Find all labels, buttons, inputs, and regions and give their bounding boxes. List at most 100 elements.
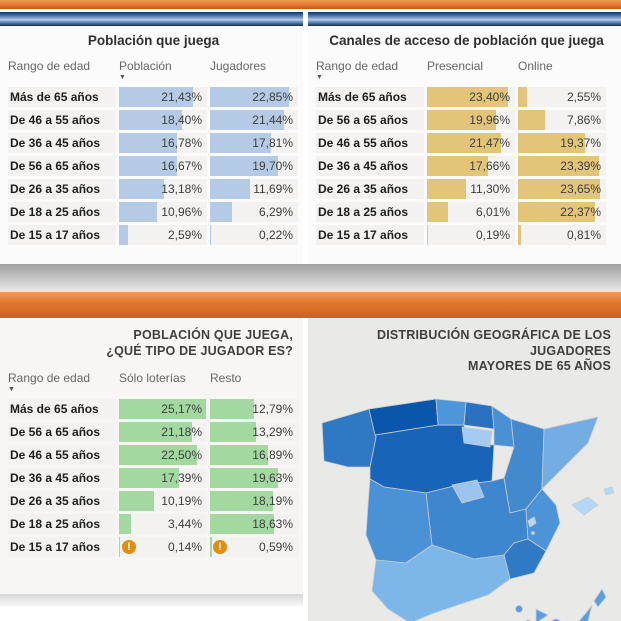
- column-header[interactable]: Rango de edad ▼: [316, 55, 424, 81]
- column-header[interactable]: Presencial: [427, 59, 484, 73]
- column-header[interactable]: Jugadores: [210, 59, 267, 73]
- row-label[interactable]: De 18 a 25 años: [8, 514, 116, 535]
- row-label[interactable]: De 26 a 35 años: [316, 179, 424, 199]
- data-bar-cell[interactable]: 25,17%: [119, 399, 207, 420]
- data-bar-cell[interactable]: 21,44%: [210, 110, 298, 130]
- data-bar-cell[interactable]: 18,19%: [210, 491, 298, 512]
- row-label[interactable]: De 36 a 45 años: [8, 468, 116, 489]
- map-region-canarias[interactable]: [593, 588, 607, 608]
- map-region-andalucia[interactable]: [371, 544, 511, 621]
- data-bar-cell[interactable]: 22,50%: [119, 445, 207, 466]
- map-region-baleares[interactable]: [603, 486, 615, 496]
- map-region-madrid[interactable]: [451, 479, 485, 504]
- data-bar-cell[interactable]: 13,29%: [210, 422, 298, 443]
- table-row: Más de 65 años 23,40% 2,55%: [316, 87, 621, 107]
- data-bar-cell[interactable]: 11,69%: [210, 179, 298, 199]
- cell-value: 19,96%: [469, 113, 510, 127]
- data-bar-cell[interactable]: 19,70%: [210, 156, 298, 176]
- row-label[interactable]: De 56 a 65 años: [8, 156, 116, 176]
- map-region-galicia[interactable]: [321, 408, 377, 468]
- row-label[interactable]: De 15 a 17 años: [316, 225, 424, 245]
- data-bar-cell[interactable]: 6,01%: [427, 202, 515, 222]
- row-label[interactable]: Más de 65 años: [316, 87, 424, 107]
- data-bar-cell[interactable]: 23,40%: [427, 87, 515, 107]
- table-row: De 18 a 25 años 6,01% 22,37%: [316, 202, 621, 222]
- column-header[interactable]: Resto: [210, 371, 242, 386]
- data-bar-cell[interactable]: 17,39%: [119, 468, 207, 489]
- data-bar-cell[interactable]: 2,55%: [518, 87, 606, 107]
- row-label[interactable]: De 46 a 55 años: [8, 445, 116, 466]
- data-bar-cell[interactable]: 0,19%: [427, 225, 515, 245]
- data-bar-cell[interactable]: ! 0,14%: [119, 537, 207, 558]
- data-bar-cell[interactable]: 0,22%: [210, 225, 298, 245]
- map-region-baleares[interactable]: [527, 516, 537, 528]
- data-bar-cell[interactable]: 18,63%: [210, 514, 298, 535]
- data-bar-cell[interactable]: 17,81%: [210, 133, 298, 153]
- data-bar-cell[interactable]: 7,86%: [518, 110, 606, 130]
- data-bar-cell[interactable]: 6,29%: [210, 202, 298, 222]
- data-bar-cell[interactable]: 10,96%: [119, 202, 207, 222]
- data-bar-cell[interactable]: 22,37%: [518, 202, 606, 222]
- data-bar-cell[interactable]: 21,43%: [119, 87, 207, 107]
- row-label[interactable]: Más de 65 años: [8, 87, 116, 107]
- row-label[interactable]: De 26 a 35 años: [8, 491, 116, 512]
- data-bar-cell[interactable]: 3,44%: [119, 514, 207, 535]
- map-region-baleares[interactable]: [531, 530, 535, 535]
- data-bar: [119, 225, 128, 245]
- data-bar-cell[interactable]: 22,85%: [210, 87, 298, 107]
- data-bar-cell[interactable]: 21,47%: [427, 133, 515, 153]
- data-bar-cell[interactable]: 10,19%: [119, 491, 207, 512]
- row-label[interactable]: De 15 a 17 años: [8, 225, 116, 245]
- row-label[interactable]: De 56 a 65 años: [8, 422, 116, 443]
- data-bar-cell[interactable]: 13,18%: [119, 179, 207, 199]
- data-bar-cell[interactable]: 23,39%: [518, 156, 606, 176]
- map-region-navarra[interactable]: [491, 405, 515, 448]
- blue-glossy-header-bar: [0, 12, 303, 26]
- data-bar-cell[interactable]: 16,89%: [210, 445, 298, 466]
- warning-icon[interactable]: !: [122, 540, 136, 555]
- cell-value: 11,69%: [253, 182, 293, 196]
- map-region-canarias[interactable]: [551, 618, 561, 621]
- row-label[interactable]: Más de 65 años: [8, 399, 116, 420]
- map-region-canarias[interactable]: [515, 604, 523, 613]
- map-region-pais_vasco[interactable]: [463, 401, 495, 430]
- map-region-cataluna[interactable]: [541, 416, 599, 490]
- row-label[interactable]: De 15 a 17 años: [8, 537, 116, 558]
- data-bar-cell[interactable]: 0,81%: [518, 225, 606, 245]
- data-bar-cell[interactable]: 12,79%: [210, 399, 298, 420]
- warning-icon[interactable]: !: [213, 540, 227, 555]
- row-label[interactable]: De 36 a 45 años: [8, 133, 116, 153]
- row-label[interactable]: De 46 a 55 años: [8, 110, 116, 130]
- column-header[interactable]: Rango de edad ▼: [8, 367, 116, 393]
- row-label[interactable]: De 46 a 55 años: [316, 133, 424, 153]
- data-bar-cell[interactable]: 17,66%: [427, 156, 515, 176]
- data-bar-cell[interactable]: 11,30%: [427, 179, 515, 199]
- row-label[interactable]: De 18 a 25 años: [316, 202, 424, 222]
- map-region-cantabria[interactable]: [435, 398, 467, 426]
- data-bar-cell[interactable]: 19,96%: [427, 110, 515, 130]
- column-header[interactable]: Sólo loterías: [119, 371, 186, 386]
- data-bar-cell[interactable]: 18,40%: [119, 110, 207, 130]
- data-bar-cell[interactable]: 19,37%: [518, 133, 606, 153]
- data-bar-cell[interactable]: 16,67%: [119, 156, 207, 176]
- data-bar-cell[interactable]: ! 0,59%: [210, 537, 298, 558]
- column-header[interactable]: Online: [518, 59, 553, 73]
- panel-canales-de-acceso: Canales de acceso de población que juega…: [308, 9, 621, 264]
- row-label[interactable]: De 18 a 25 años: [8, 202, 116, 222]
- data-bar-cell[interactable]: 16,78%: [119, 133, 207, 153]
- column-header[interactable]: Población ▼: [119, 55, 207, 81]
- data-bar: [119, 445, 197, 466]
- data-bar-cell[interactable]: 23,65%: [518, 179, 606, 199]
- map-region-canarias[interactable]: [572, 604, 593, 621]
- row-label[interactable]: De 56 a 65 años: [316, 110, 424, 130]
- data-bar-cell[interactable]: 2,59%: [119, 225, 207, 245]
- data-bar-cell[interactable]: 19,63%: [210, 468, 298, 489]
- data-bar-cell[interactable]: 21,18%: [119, 422, 207, 443]
- column-header[interactable]: Rango de edad: [8, 59, 91, 73]
- map-region-canarias[interactable]: [535, 608, 549, 621]
- map-region-la_rioja[interactable]: [461, 426, 493, 448]
- row-label[interactable]: De 26 a 35 años: [8, 179, 116, 199]
- row-label[interactable]: De 36 a 45 años: [316, 156, 424, 176]
- map-region-baleares[interactable]: [571, 496, 599, 516]
